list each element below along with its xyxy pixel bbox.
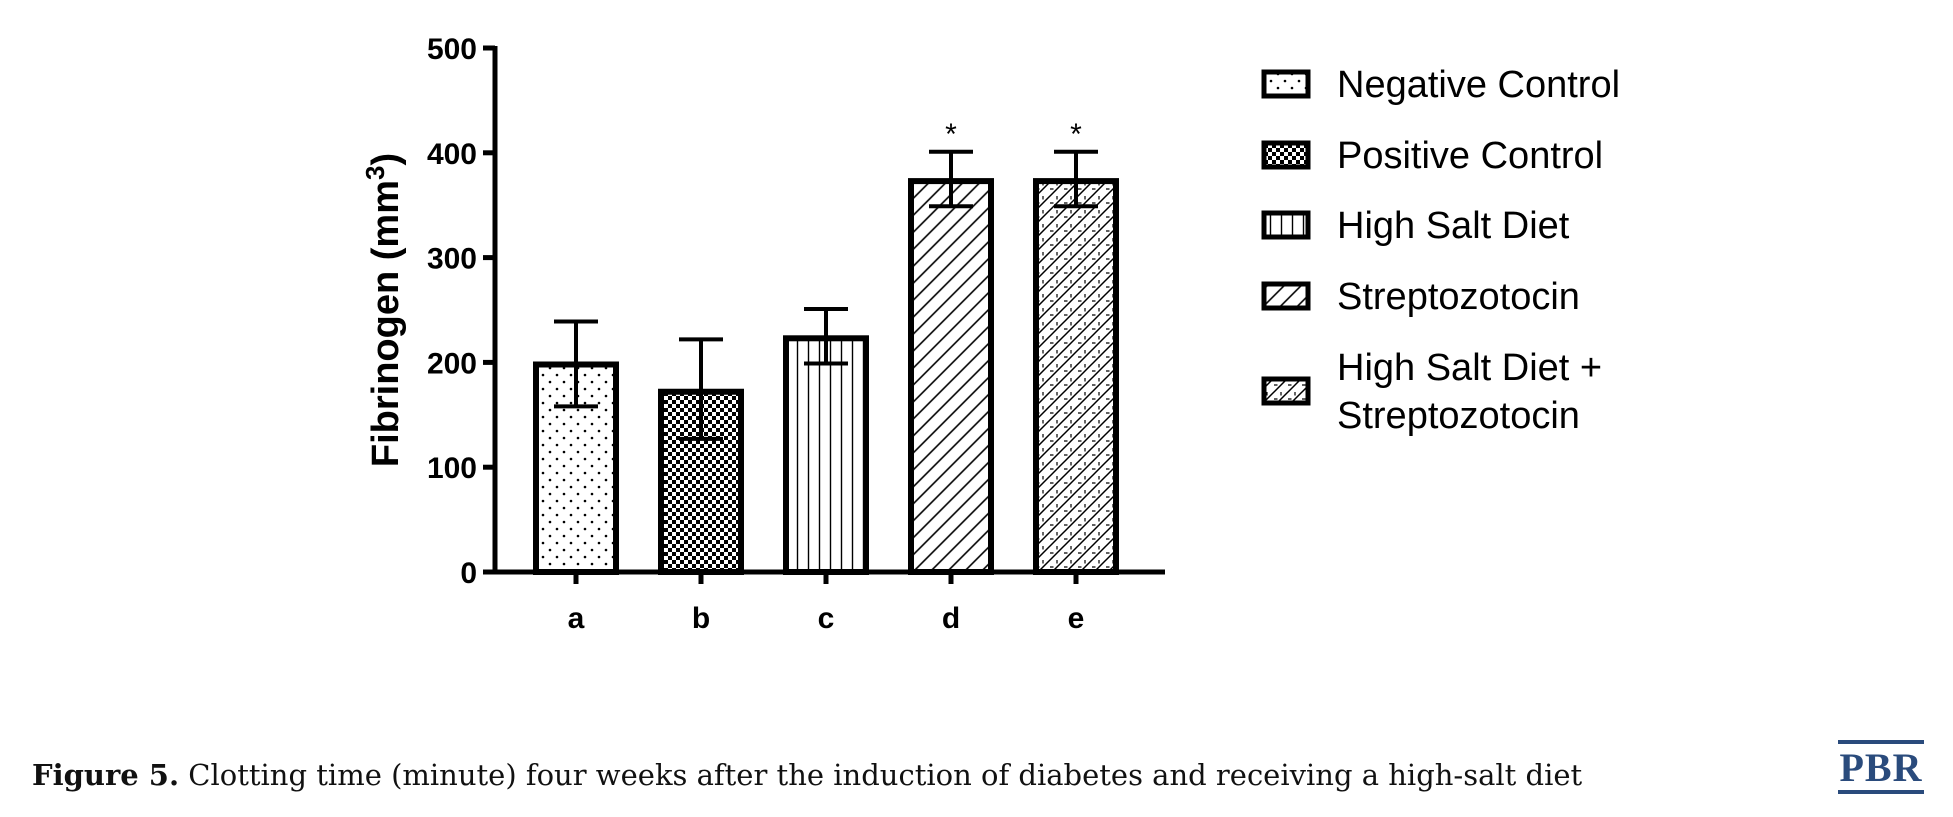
legend-swatch-checker (1261, 140, 1311, 170)
x-tick-label: d (942, 602, 960, 635)
figure-caption: Figure 5. Clotting time (minute) four we… (32, 758, 1582, 792)
significance-marker-e: * (1070, 118, 1082, 151)
legend-label: High Salt Diet + Streptozotocin (1337, 347, 1602, 437)
y-axis: 0 100 200 300 400 500 (427, 33, 498, 590)
pbr-logo: PBR (1838, 740, 1924, 794)
caption-text: Clotting time (minute) four weeks after … (179, 758, 1583, 792)
legend-label: Negative Control (1337, 64, 1620, 106)
bars: * * (533, 118, 1119, 575)
legend-swatch-diagonal (1261, 281, 1311, 311)
y-tick-label: 300 (427, 243, 477, 276)
x-tick-label: b (692, 602, 710, 635)
figure-label: Figure 5. (32, 758, 180, 792)
bar-c (783, 335, 869, 575)
y-axis-label: Fibrinogen (mm3) (360, 153, 407, 467)
legend-label: Positive Control (1337, 135, 1603, 177)
legend-swatch-vertical (1261, 210, 1311, 240)
y-tick-label: 100 (427, 452, 477, 485)
significance-marker-d: * (945, 118, 957, 151)
y-tick-label: 0 (460, 557, 477, 590)
legend: Negative Control Positive Control High Sal… (1261, 64, 1620, 437)
legend-swatch-crosshatch (1261, 376, 1311, 406)
x-tick-label: a (568, 602, 585, 635)
y-tick-label: 200 (427, 347, 477, 380)
bar-e (1033, 178, 1119, 575)
y-tick-label: 500 (427, 33, 477, 66)
legend-swatch-dots (1261, 69, 1311, 99)
x-tick-label: e (1068, 602, 1085, 635)
x-axis: a b c d e (493, 569, 1165, 635)
legend-label: High Salt Diet (1337, 205, 1570, 247)
bar-d (908, 178, 994, 575)
legend-label: Streptozotocin (1337, 276, 1580, 318)
x-tick-label: c (818, 602, 835, 635)
y-tick-label: 400 (427, 138, 477, 171)
